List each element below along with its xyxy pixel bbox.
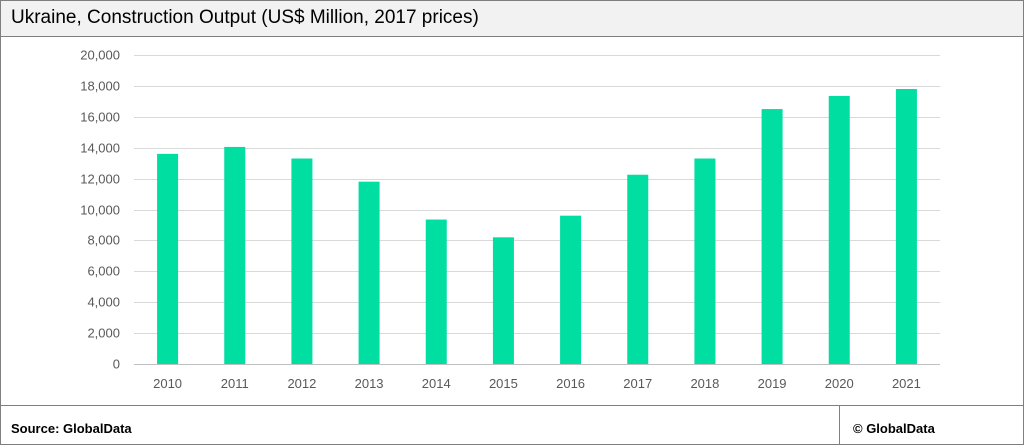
bar bbox=[828, 95, 850, 364]
y-tick-label: 6,000 bbox=[87, 264, 120, 279]
bar bbox=[224, 146, 246, 364]
x-tick-label: 2018 bbox=[690, 376, 719, 391]
footer: Source: GlobalData © GlobalData bbox=[1, 405, 1023, 445]
y-tick-label: 0 bbox=[113, 357, 120, 372]
x-tick-label: 2016 bbox=[556, 376, 585, 391]
x-tick-label: 2014 bbox=[422, 376, 451, 391]
bar bbox=[560, 215, 582, 364]
bar bbox=[895, 88, 917, 365]
y-tick-label: 14,000 bbox=[80, 141, 120, 156]
x-tick-label: 2015 bbox=[489, 376, 518, 391]
source-label: Source: GlobalData bbox=[11, 421, 132, 436]
bar bbox=[425, 219, 447, 364]
bar bbox=[492, 237, 514, 364]
x-tick-label: 2021 bbox=[892, 376, 921, 391]
bar bbox=[291, 158, 313, 364]
x-tick-label: 2020 bbox=[825, 376, 854, 391]
x-tick-label: 2010 bbox=[153, 376, 182, 391]
x-tick-label: 2017 bbox=[623, 376, 652, 391]
copyright-label: © GlobalData bbox=[853, 421, 935, 436]
x-tick-label: 2011 bbox=[221, 376, 249, 391]
chart-title: Ukraine, Construction Output (US$ Millio… bbox=[11, 7, 479, 28]
y-tick-label: 10,000 bbox=[80, 203, 120, 218]
bar bbox=[694, 158, 716, 364]
bar bbox=[157, 153, 179, 364]
footer-divider bbox=[839, 406, 840, 445]
x-tick-label: 2013 bbox=[355, 376, 384, 391]
y-tick-label: 4,000 bbox=[87, 295, 120, 310]
y-tick-label: 18,000 bbox=[80, 79, 120, 94]
bar bbox=[761, 109, 783, 364]
y-tick-label: 16,000 bbox=[80, 110, 120, 125]
title-bar: Ukraine, Construction Output (US$ Millio… bbox=[1, 1, 1023, 37]
x-tick-label: 2019 bbox=[758, 376, 787, 391]
y-tick-label: 8,000 bbox=[87, 233, 120, 248]
bar bbox=[627, 174, 649, 364]
bar bbox=[358, 181, 380, 364]
x-tick-label: 2012 bbox=[287, 376, 316, 391]
y-tick-label: 12,000 bbox=[80, 172, 120, 187]
y-tick-label: 2,000 bbox=[87, 326, 120, 341]
y-tick-label: 20,000 bbox=[80, 48, 120, 63]
